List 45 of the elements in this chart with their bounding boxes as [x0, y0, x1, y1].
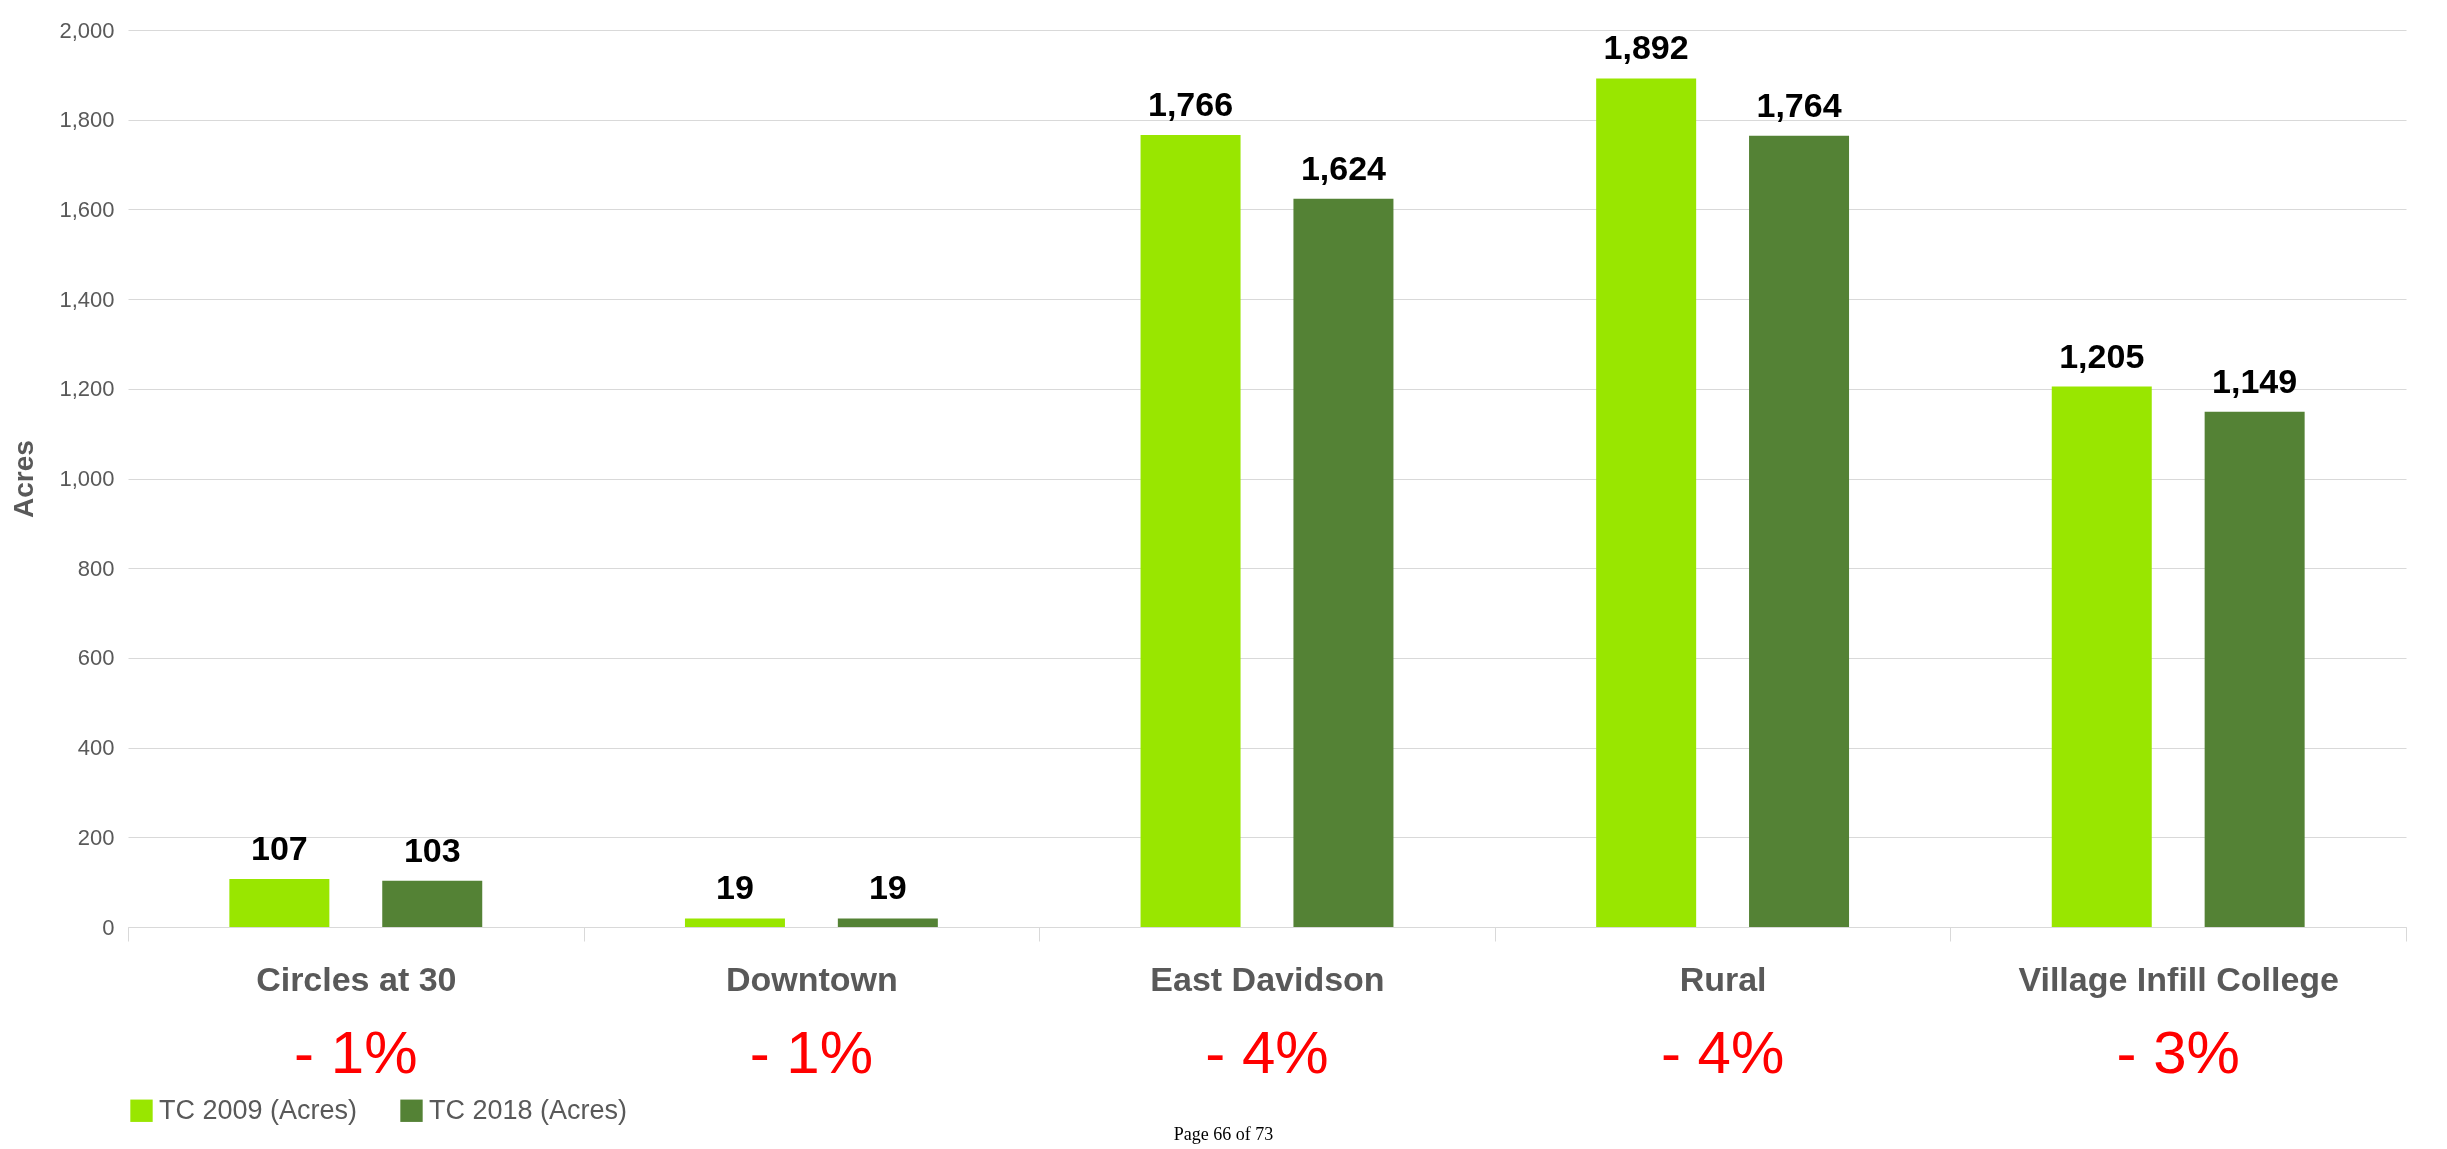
data-label: 107	[250, 829, 308, 868]
data-label: 1,205	[2059, 336, 2145, 375]
data-label: 103	[403, 830, 461, 869]
bar	[1596, 78, 1697, 927]
legend-label: TC 2018 (Acres)	[429, 1094, 628, 1125]
legend-label: TC 2009 (Acres)	[159, 1094, 358, 1125]
y-tick-label: 1,600	[59, 196, 115, 222]
data-label: 19	[868, 868, 907, 907]
data-label: 1,892	[1603, 28, 1689, 67]
text: - 3%	[2116, 1019, 2240, 1086]
y-tick-label: 1,200	[59, 376, 115, 402]
y-tick-label: 2,000	[59, 17, 115, 43]
y-tick-label: 400	[77, 735, 115, 761]
y-tick-label: 200	[77, 824, 115, 850]
x-tick-label: Circles at 30	[256, 959, 457, 998]
bar	[2204, 411, 2305, 927]
bar	[837, 918, 938, 927]
bar	[229, 879, 330, 927]
data-label: 1,149	[2212, 361, 2298, 400]
text: - 4%	[1205, 1019, 1329, 1086]
data-label: 19	[716, 868, 754, 907]
text: - 1%	[749, 1019, 874, 1086]
y-axis-title: Acres	[8, 440, 40, 518]
x-tick-label: Rural	[1679, 959, 1767, 998]
y-tick-label: 600	[77, 645, 115, 671]
y-tick-label: 1,800	[59, 107, 115, 133]
bar	[1749, 135, 1850, 927]
text: - 4%	[1660, 1019, 1785, 1086]
x-tick-label: Downtown	[725, 959, 898, 998]
bar	[2051, 386, 2152, 927]
bar	[1293, 198, 1394, 927]
text: - 1%	[294, 1019, 418, 1086]
y-tick-label: 0	[102, 914, 115, 940]
y-tick-label: 1,400	[59, 286, 115, 312]
x-tick-label: Village Infill College	[2018, 959, 2339, 998]
y-tick-label: 1,000	[59, 466, 115, 491]
bar	[382, 880, 483, 927]
y-tick-label: 800	[77, 555, 115, 581]
data-label: 1,766	[1148, 84, 1234, 123]
text: Page 66 of 73	[1172, 1124, 1275, 1145]
bar	[1140, 134, 1241, 927]
data-label: 1,764	[1756, 85, 1842, 124]
data-label: 1,624	[1300, 148, 1387, 187]
bar	[684, 918, 785, 927]
x-tick-label: East Davidson	[1150, 959, 1385, 998]
